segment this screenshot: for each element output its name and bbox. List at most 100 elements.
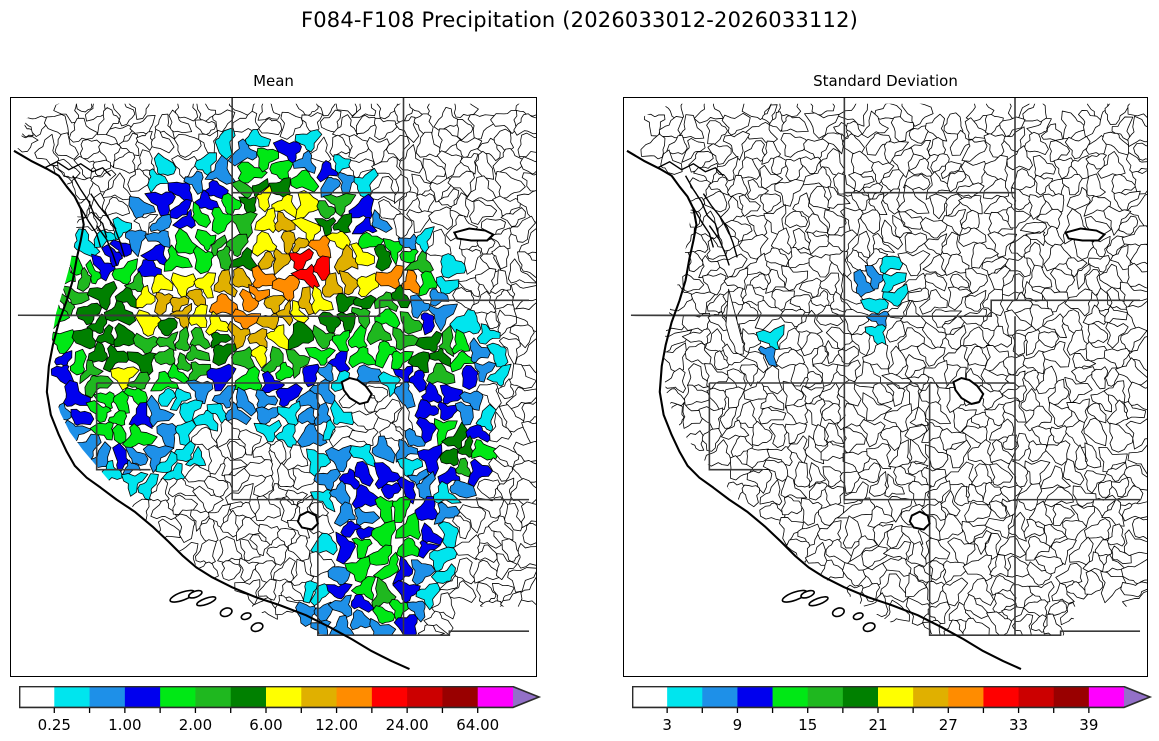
forecast-zone (780, 133, 808, 158)
forecast-zone (1111, 545, 1132, 565)
forecast-zone (167, 362, 190, 385)
forecast-zone (235, 386, 257, 417)
forecast-zone (820, 559, 845, 581)
forecast-zone (1106, 399, 1129, 427)
forecast-zone (759, 502, 786, 521)
forecast-zone (95, 324, 116, 346)
mean-map-axes[interactable] (10, 97, 537, 677)
forecast-zone (271, 194, 298, 219)
forecast-zone (961, 520, 990, 545)
mean-colorbar[interactable]: 0.25 1.00 2.00 6.00 12.00 24.00 64.00 (19, 686, 545, 734)
forecast-zone (429, 288, 450, 307)
forecast-zone (905, 572, 928, 598)
forecast-zone (426, 362, 456, 385)
forecast-zone (1025, 231, 1046, 246)
waterway (80, 207, 102, 248)
island (800, 589, 816, 599)
forecast-zone (263, 294, 287, 315)
forecast-zone (114, 286, 139, 310)
forecast-zone (770, 227, 793, 255)
forecast-zone (467, 114, 496, 140)
forecast-zone (1074, 444, 1088, 470)
panel-standard-deviation: Standard Deviation (623, 72, 1148, 677)
forecast-zone (640, 133, 666, 160)
colorbar-segment (702, 686, 738, 708)
forecast-zone (897, 327, 925, 352)
island (240, 612, 252, 621)
forecast-zone (521, 172, 536, 192)
forecast-zone (521, 401, 536, 423)
forecast-zone (153, 152, 177, 176)
forecast-zone (821, 402, 841, 425)
forecast-zone (989, 554, 1010, 577)
forecast-zone (335, 292, 357, 314)
forecast-zone (374, 495, 395, 524)
colorbar-segment (632, 686, 668, 708)
forecast-zone (174, 326, 191, 352)
forecast-zone (784, 422, 808, 445)
forecast-zone (237, 429, 262, 456)
forecast-zone (760, 193, 782, 214)
forecast-zone (724, 386, 745, 411)
forecast-zone (1084, 518, 1111, 541)
forecast-zone (256, 147, 280, 173)
forecast-zone (1120, 326, 1147, 353)
forecast-zone (837, 497, 876, 519)
forecast-zone (157, 387, 177, 407)
forecast-zone (825, 340, 841, 364)
colorbar-segment (983, 686, 1019, 708)
forecast-zone (194, 229, 217, 252)
forecast-zone (257, 523, 281, 546)
forecast-zone (1061, 174, 1083, 196)
colorbar-tick-label: 0.25 (37, 716, 71, 734)
panel-mean-title: Mean (253, 72, 294, 90)
forecast-zone (147, 168, 169, 194)
forecast-zone (1101, 498, 1125, 527)
forecast-zone (211, 206, 235, 235)
forecast-zone (806, 231, 832, 255)
forecast-zone (449, 192, 470, 218)
forecast-zone (928, 560, 946, 581)
forecast-zone (1105, 462, 1128, 482)
forecast-zone (792, 227, 811, 251)
forecast-zone (1109, 422, 1134, 453)
forecast-zone (1097, 480, 1114, 498)
forecast-zone (476, 382, 502, 411)
forecast-zone (437, 401, 458, 422)
forecast-zone (292, 468, 318, 491)
forecast-zone (194, 189, 220, 211)
forecast-zone (989, 500, 1008, 519)
colorbar-extend-arrow (513, 686, 539, 708)
forecast-zone (296, 423, 328, 448)
forecast-zone (800, 332, 824, 357)
colorbar-outline (632, 686, 1153, 709)
forecast-zone (1061, 309, 1083, 334)
forecast-zone (983, 345, 1010, 373)
forecast-zone (760, 392, 785, 411)
forecast-zone (279, 111, 304, 140)
forecast-zone (494, 170, 526, 199)
lake (1064, 227, 1107, 242)
forecast-zone (253, 419, 282, 443)
forecast-zone (189, 327, 212, 350)
forecast-zone (486, 363, 512, 387)
forecast-zone (521, 420, 536, 446)
forecast-zone (275, 299, 294, 327)
forecast-zone (338, 270, 359, 296)
stddev-map-axes[interactable] (623, 97, 1148, 677)
forecast-zone (743, 381, 769, 401)
forecast-zone (113, 151, 136, 174)
forecast-zone (1083, 417, 1108, 447)
state-border (928, 495, 1141, 636)
forecast-zone (1047, 378, 1070, 406)
stddev-colorbar[interactable]: 3 9 15 21 27 33 39 (632, 686, 1156, 734)
forecast-zone (1082, 304, 1108, 326)
forecast-zone (967, 483, 984, 503)
forecast-zone (1065, 581, 1089, 600)
forecast-zone (866, 443, 891, 470)
forecast-zone (853, 268, 875, 298)
forecast-zone (195, 539, 217, 565)
forecast-zone (886, 383, 906, 407)
forecast-zone (961, 139, 988, 162)
forecast-zone (316, 200, 336, 220)
